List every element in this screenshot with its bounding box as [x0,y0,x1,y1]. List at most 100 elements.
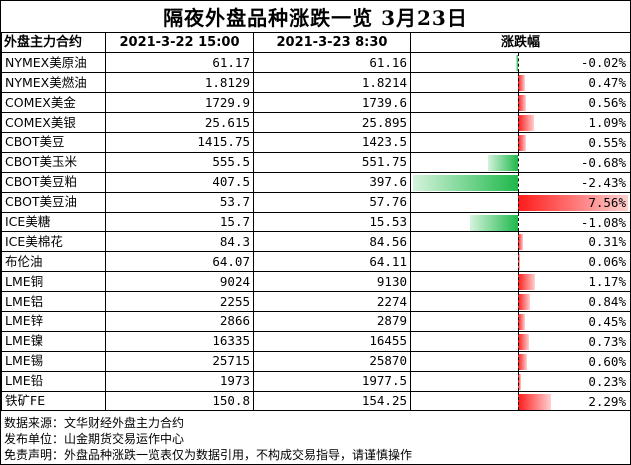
change-percent: -1.08% [580,214,626,230]
price-before: 407.5 [105,171,254,193]
contract-name: LME铝 [1,291,106,312]
price-before: 555.5 [105,151,254,173]
change-bar [518,75,525,92]
change-percent: 0.73% [588,333,626,349]
table-row: LME铝 2255 2274 0.84% [1,291,631,312]
change-bar [518,115,534,132]
change-percent: 0.31% [588,234,626,250]
price-before: 150.8 [105,390,254,412]
change-percent: 0.60% [588,353,626,369]
contract-name: CBOT美豆 [1,131,106,153]
change-bar [518,313,525,330]
change-bar [518,353,527,370]
price-after: 64.11 [253,251,411,273]
table-row: LME铅 1973 1977.5 0.23% [1,370,631,392]
change-cell: 2.29% [410,390,631,412]
price-before: 25.615 [105,112,254,133]
price-before: 1973 [105,370,254,392]
zero-axis [518,133,519,152]
change-bar [470,214,518,231]
zero-axis [518,53,519,72]
table-row: ICE美棉花 84.3 84.56 0.31% [1,231,631,253]
table-row: LME锌 2866 2879 0.45% [1,310,631,332]
table-row: LME镍 16335 16455 0.73% [1,330,631,352]
price-before: 64.07 [105,251,254,273]
zero-axis [518,232,519,251]
zero-axis [518,93,519,112]
quote-rows: NYMEX美原油 61.17 61.16 -0.02% NYMEX美燃油 1.8129 1.… [1,52,631,412]
header-change: 涨跌幅 [410,33,631,54]
zero-axis [518,173,519,192]
contract-name: ICE美糖 [1,211,106,233]
table-row: CBOT美豆 1415.75 1423.5 0.55% [1,131,631,153]
change-cell: 1.09% [410,112,631,133]
contract-name: CBOT美玉米 [1,151,106,173]
change-percent: 7.56% [588,194,626,210]
zero-axis [518,312,519,331]
price-before: 84.3 [105,231,254,253]
change-percent: 2.29% [588,393,626,409]
contract-name: LME锡 [1,350,106,372]
sheet-title: 隔夜外盘品种涨跌一览 3月23日 [1,1,630,33]
header-row: 外盘主力合约 2021-3-22 15:00 2021-3-23 8:30 涨跌… [1,33,631,54]
zero-axis [518,252,519,271]
price-before: 15.7 [105,211,254,233]
price-after: 154.25 [253,390,411,412]
change-bar [518,234,523,251]
table-row: COMEX美银 25.615 25.895 1.09% [1,112,631,133]
change-bar [518,194,628,211]
table-row: NYMEX美燃油 1.8129 1.8214 0.47% [1,72,631,94]
zero-axis [518,213,519,231]
zero-axis [518,272,519,291]
change-percent: 0.56% [588,95,626,111]
table-row: LME铜 9024 9130 1.17% [1,271,631,293]
contract-name: NYMEX美原油 [1,52,106,74]
zero-axis [518,372,519,391]
change-cell: 7.56% [410,191,631,213]
change-cell: 0.56% [410,92,631,114]
table-row: CBOT美豆油 53.7 57.76 7.56% [1,191,631,213]
change-bar [518,95,527,112]
price-before: 53.7 [105,191,254,213]
change-bar [518,373,522,390]
contract-name: COMEX美金 [1,92,106,114]
contract-name: LME铅 [1,370,106,392]
price-after: 397.6 [253,171,411,193]
change-bar [487,154,518,171]
price-before: 16335 [105,330,254,352]
price-after: 25870 [253,350,411,372]
change-percent: 1.17% [588,274,626,290]
table-row: NYMEX美原油 61.17 61.16 -0.02% [1,52,631,74]
change-cell: 0.31% [410,231,631,253]
price-after: 84.56 [253,231,411,253]
price-before: 61.17 [105,52,254,74]
price-after: 1977.5 [253,370,411,392]
change-percent: -2.43% [580,174,626,190]
price-before: 2866 [105,310,254,332]
change-cell: 0.55% [410,131,631,153]
zero-axis [518,392,519,410]
change-cell: 0.84% [410,291,631,312]
change-cell: -0.68% [410,151,631,173]
change-percent: 0.84% [588,294,626,310]
header-date2: 2021-3-23 8:30 [253,33,411,54]
zero-axis [518,332,519,351]
footer-disclaimer: 免责声明：外盘品种涨跌一览表仅为数据引用，不构成交易指导，请谨慎操作 [4,448,413,462]
price-after: 1423.5 [253,131,411,153]
price-after: 2879 [253,310,411,332]
price-before: 1729.9 [105,92,254,114]
price-after: 57.76 [253,191,411,213]
footer-source: 数据来源：文华财经外盘主力合约 [4,416,185,430]
change-bar [516,55,518,72]
price-after: 1.8214 [253,72,411,94]
table-row: 铁矿FE 150.8 154.25 2.29% [1,390,631,412]
change-cell: 0.73% [410,330,631,352]
table-row: CBOT美豆粕 407.5 397.6 -2.43% [1,171,631,193]
contract-name: CBOT美豆油 [1,191,106,213]
table-row: 布伦油 64.07 64.11 0.06% [1,251,631,273]
price-before: 25715 [105,350,254,372]
change-cell: 1.17% [410,271,631,293]
change-cell: 0.60% [410,350,631,372]
price-before: 2255 [105,291,254,312]
table-row: LME锡 25715 25870 0.60% [1,350,631,372]
